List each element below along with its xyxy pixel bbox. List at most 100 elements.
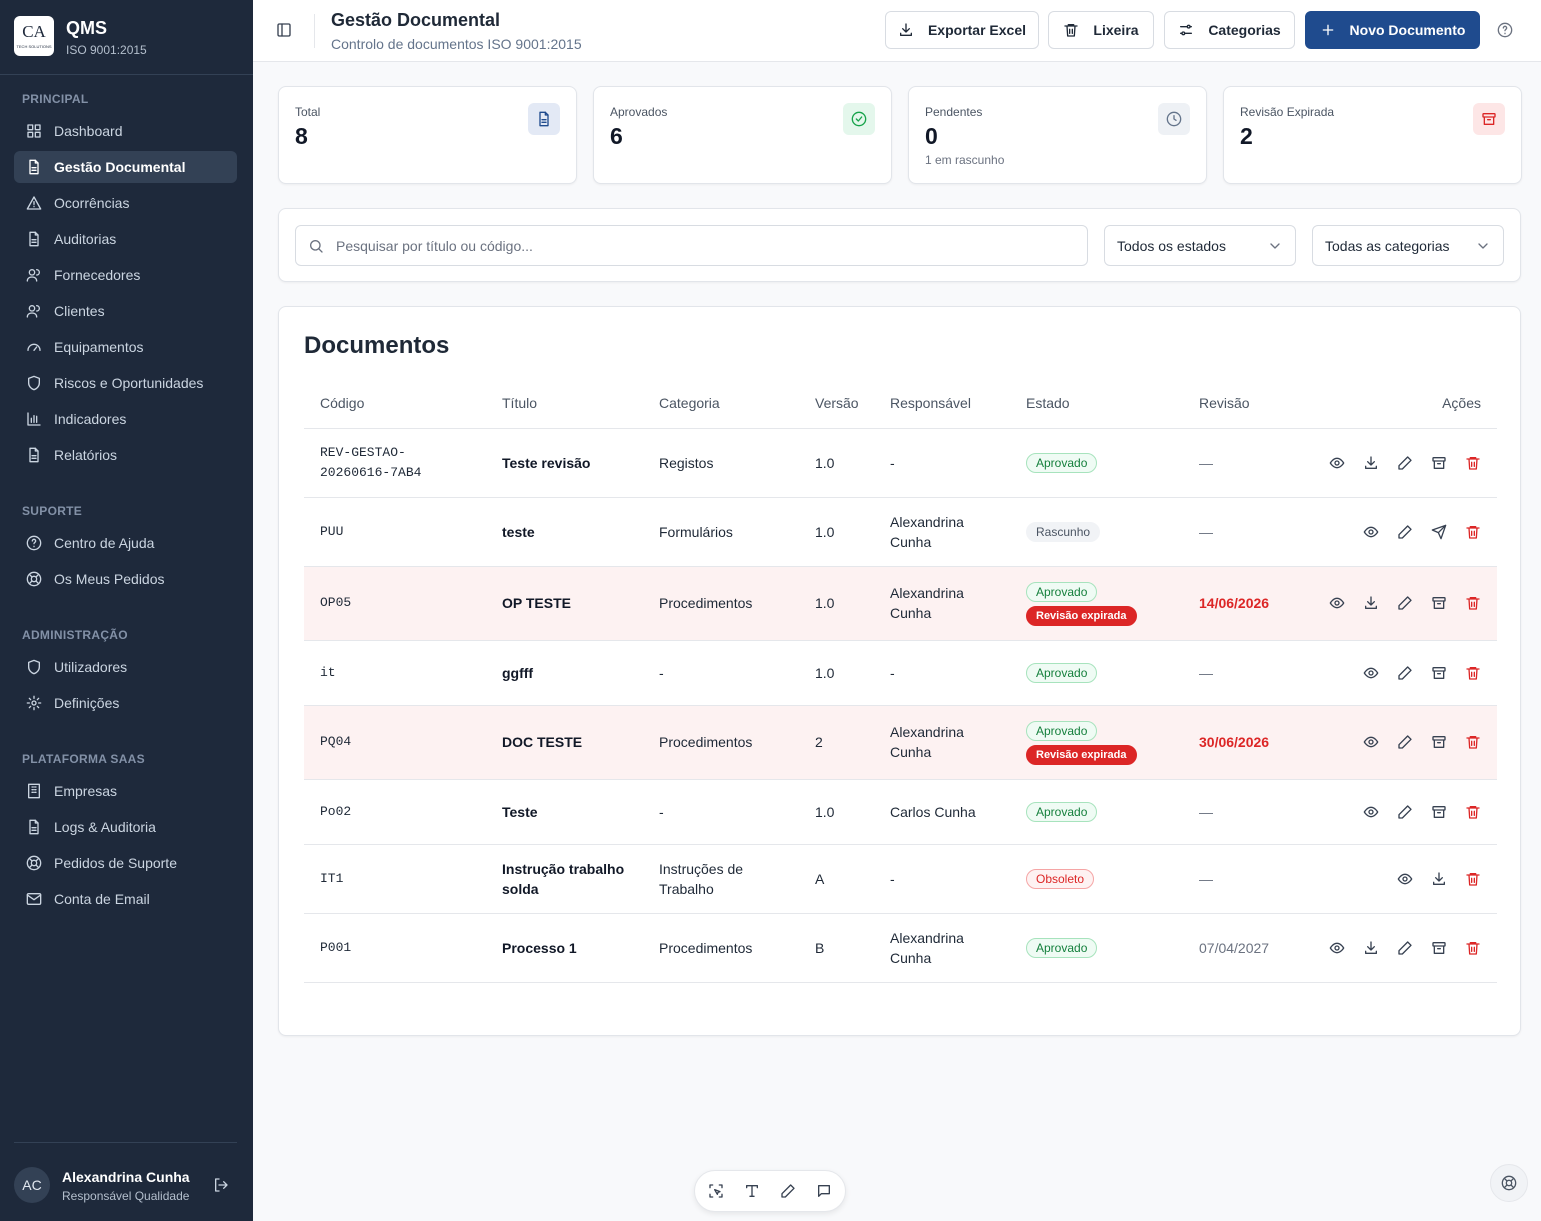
nav-item[interactable]: Ocorrências bbox=[14, 185, 237, 221]
stat-value: 0 bbox=[925, 123, 938, 149]
action-eye[interactable] bbox=[1329, 940, 1345, 956]
toolbar-msg[interactable] bbox=[816, 1183, 832, 1199]
nav-item[interactable]: Logs & Auditoria bbox=[14, 809, 237, 845]
toolbar-edit[interactable] bbox=[780, 1183, 796, 1199]
help-button[interactable] bbox=[1497, 22, 1513, 38]
support-button[interactable] bbox=[1490, 1164, 1528, 1202]
action-arch[interactable] bbox=[1431, 734, 1447, 750]
action-eye[interactable] bbox=[1363, 665, 1379, 681]
actions bbox=[1307, 524, 1481, 540]
action-eye[interactable] bbox=[1363, 804, 1379, 820]
revision-cell: 30/06/2026 bbox=[1183, 705, 1291, 780]
action-eye[interactable] bbox=[1397, 871, 1413, 887]
nav-item[interactable]: Dashboard bbox=[14, 113, 237, 149]
stat-card: Aprovados 6 bbox=[593, 86, 892, 184]
nav-item[interactable]: Indicadores bbox=[14, 401, 237, 437]
toolbar-sel[interactable] bbox=[708, 1183, 724, 1199]
action-arch[interactable] bbox=[1431, 940, 1447, 956]
action-arch[interactable] bbox=[1431, 804, 1447, 820]
select[interactable]: Todas as categorias bbox=[1312, 225, 1504, 266]
filter-card: Pesquisar por título ou código... Todos o… bbox=[278, 208, 1521, 282]
action-arch[interactable] bbox=[1431, 455, 1447, 471]
divider bbox=[314, 14, 315, 48]
code: REV-GESTAO-20260616-7AB4 bbox=[320, 444, 422, 480]
action-del[interactable] bbox=[1465, 871, 1481, 887]
action-edit[interactable] bbox=[1397, 940, 1413, 956]
toolbar-type[interactable] bbox=[744, 1183, 760, 1199]
actions-cell bbox=[1291, 428, 1497, 498]
header-button[interactable]: Exportar Excel bbox=[885, 11, 1039, 49]
app-subtitle: ISO 9001:2015 bbox=[66, 43, 147, 57]
nav-icon bbox=[26, 339, 42, 355]
action-dl[interactable] bbox=[1431, 871, 1447, 887]
nav-item[interactable]: Conta de Email bbox=[14, 881, 237, 917]
nav-label: Fornecedores bbox=[54, 267, 141, 283]
action-dl[interactable] bbox=[1363, 940, 1379, 956]
nav-item[interactable]: Centro de Ajuda bbox=[14, 525, 237, 561]
stat-card: Revisão Expirada 2 bbox=[1223, 86, 1522, 184]
version-cell: 1.0 bbox=[799, 428, 874, 498]
logout[interactable] bbox=[213, 1177, 229, 1193]
action-edit[interactable] bbox=[1397, 804, 1413, 820]
search-input[interactable]: Pesquisar por título ou código... bbox=[295, 225, 1088, 266]
action-edit[interactable] bbox=[1397, 665, 1413, 681]
owner-cell: - bbox=[874, 428, 1010, 498]
action-arch[interactable] bbox=[1431, 595, 1447, 611]
category-cell: Instruções de Trabalho bbox=[643, 844, 799, 914]
tbody: REV-GESTAO-20260616-7AB4 Teste revisão Reg… bbox=[304, 428, 1497, 983]
nav-item[interactable]: Os Meus Pedidos bbox=[14, 561, 237, 597]
actions-cell bbox=[1291, 640, 1497, 706]
nav-item[interactable]: Gestão Documental bbox=[14, 151, 237, 183]
action-del[interactable] bbox=[1465, 524, 1481, 540]
nav-item[interactable]: Relatórios bbox=[14, 437, 237, 473]
action-arch[interactable] bbox=[1431, 665, 1447, 681]
actions-cell bbox=[1291, 779, 1497, 845]
action-edit[interactable] bbox=[1397, 734, 1413, 750]
column-header: Estado bbox=[1010, 378, 1183, 429]
action-edit[interactable] bbox=[1397, 455, 1413, 471]
nav-item[interactable]: Pedidos de Suporte bbox=[14, 845, 237, 881]
header-row: Código Título Categoria Versão Responsável Es… bbox=[304, 378, 1497, 429]
nav-item[interactable]: Empresas bbox=[14, 773, 237, 809]
title-cell: Teste revisão bbox=[486, 428, 643, 498]
status-badge: Aprovado bbox=[1026, 802, 1098, 822]
column-header: Versão bbox=[799, 378, 874, 429]
action-dl[interactable] bbox=[1363, 455, 1379, 471]
nav-item[interactable]: Riscos e Oportunidades bbox=[14, 365, 237, 401]
nav-item[interactable]: Equipamentos bbox=[14, 329, 237, 365]
header-button[interactable]: Novo Documento bbox=[1305, 11, 1480, 49]
action-eye[interactable] bbox=[1329, 455, 1345, 471]
nav-item[interactable]: Utilizadores bbox=[14, 649, 237, 685]
action-eye[interactable] bbox=[1363, 524, 1379, 540]
button-icon bbox=[1178, 22, 1194, 38]
nav-item[interactable]: Definições bbox=[14, 685, 237, 721]
stat-icon bbox=[1473, 103, 1505, 135]
version-cell: 1.0 bbox=[799, 640, 874, 706]
nav-item[interactable]: Auditorias bbox=[14, 221, 237, 257]
action-del[interactable] bbox=[1465, 455, 1481, 471]
nav-item[interactable]: Clientes bbox=[14, 293, 237, 329]
cell: OP05 bbox=[304, 566, 486, 641]
action-del[interactable] bbox=[1465, 595, 1481, 611]
status-badge: Obsoleto bbox=[1026, 869, 1095, 889]
action-del[interactable] bbox=[1465, 665, 1481, 681]
action-eye[interactable] bbox=[1329, 595, 1345, 611]
action-del[interactable] bbox=[1465, 940, 1481, 956]
sidebar-toggle[interactable] bbox=[276, 22, 292, 38]
header-button[interactable]: Lixeira bbox=[1048, 11, 1154, 49]
version-cell: 1.0 bbox=[799, 497, 874, 567]
nav-item[interactable]: Fornecedores bbox=[14, 257, 237, 293]
header-button[interactable]: Categorias bbox=[1164, 11, 1295, 49]
action-del[interactable] bbox=[1465, 804, 1481, 820]
action-edit[interactable] bbox=[1397, 524, 1413, 540]
action-dl[interactable] bbox=[1363, 595, 1379, 611]
nav-section: PLATAFORMA SAAS Empresas Logs & Auditoria P… bbox=[0, 745, 253, 917]
select[interactable]: Todos os estados bbox=[1104, 225, 1296, 266]
avatar: AC bbox=[14, 1167, 50, 1203]
nav-icon bbox=[26, 195, 42, 211]
nav-icon bbox=[26, 411, 42, 427]
action-eye[interactable] bbox=[1363, 734, 1379, 750]
action-edit[interactable] bbox=[1397, 595, 1413, 611]
action-send[interactable] bbox=[1431, 524, 1447, 540]
action-del[interactable] bbox=[1465, 734, 1481, 750]
